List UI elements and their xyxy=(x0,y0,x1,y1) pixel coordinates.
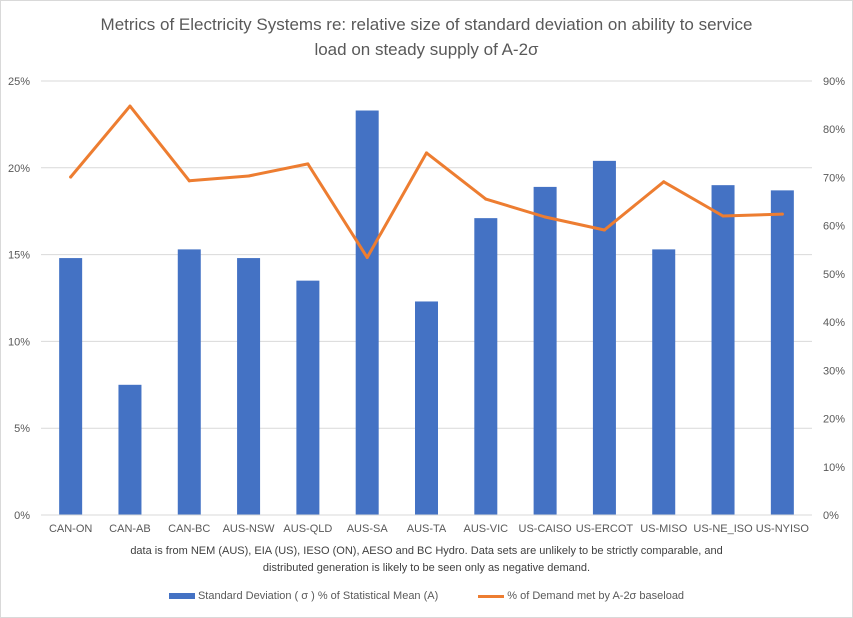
left-tick-label: 15% xyxy=(8,250,30,262)
bar-us-caiso[interactable] xyxy=(533,186,557,515)
line-point-aus-ta[interactable] xyxy=(425,151,428,155)
line-point-aus-sa[interactable] xyxy=(365,255,369,259)
bar-aus-vic[interactable] xyxy=(474,218,498,516)
category-label: US-MISO xyxy=(640,523,688,535)
category-label: US-ERCOT xyxy=(576,523,634,535)
demand-met-line[interactable] xyxy=(69,104,784,259)
line-point-aus-vic[interactable] xyxy=(484,197,488,201)
left-axis-ticks: 0% 5% 10% 15% 20% 25% xyxy=(8,76,30,522)
line-series xyxy=(69,104,784,259)
category-label: AUS-VIC xyxy=(463,523,508,535)
category-label: US-NYISO xyxy=(756,523,810,535)
category-labels: CAN-ON CAN-AB CAN-BC AUS-NSW AUS-QLD AUS-SA AU… xyxy=(49,523,809,535)
footnote-line-1: data is from NEM (AUS), EIA (US), IESO (… xyxy=(130,545,723,557)
category-label: AUS-TA xyxy=(407,523,447,535)
legend-swatch-bar xyxy=(168,593,195,599)
chart-footnote: data is from NEM (AUS), EIA (US), IESO (… xyxy=(0,543,853,577)
bar-series xyxy=(59,110,794,516)
gridlines xyxy=(41,80,812,429)
bar-aus-nsw[interactable] xyxy=(237,258,261,515)
category-label: US-CAISO xyxy=(519,523,573,535)
right-tick-label: 50% xyxy=(823,269,845,281)
bar-can-on[interactable] xyxy=(59,258,83,515)
line-point-aus-qld[interactable] xyxy=(306,162,310,166)
bar-aus-sa[interactable] xyxy=(355,110,379,516)
legend-item-demand-met[interactable]: % of Demand met by A-2σ baseload xyxy=(478,590,684,602)
chart-legend: Standard Deviation ( σ ) % of Statistica… xyxy=(0,590,853,602)
right-tick-label: 80% xyxy=(823,124,845,136)
bar-us-ne-iso[interactable] xyxy=(711,185,735,515)
chart-title-line-2: load on steady supply of A-2σ xyxy=(314,40,539,59)
bar-can-bc[interactable] xyxy=(177,249,201,515)
left-tick-label: 20% xyxy=(8,163,30,175)
line-point-us-ne-iso[interactable] xyxy=(721,214,725,218)
line-point-us-caiso[interactable] xyxy=(543,215,547,219)
right-tick-label: 40% xyxy=(823,317,845,329)
line-point-can-on[interactable] xyxy=(69,175,73,179)
right-tick-label: 60% xyxy=(823,221,845,233)
category-label: AUS-SA xyxy=(347,523,389,535)
category-label: CAN-AB xyxy=(109,523,151,535)
bar-aus-ta[interactable] xyxy=(415,301,438,515)
line-point-us-ercot[interactable] xyxy=(602,228,606,232)
bar-us-ercot[interactable] xyxy=(592,160,616,515)
bar-aus-qld[interactable] xyxy=(296,280,320,515)
legend-item-std-dev[interactable]: Standard Deviation ( σ ) % of Statistica… xyxy=(168,590,439,602)
left-tick-label: 10% xyxy=(8,336,30,348)
footnote-line-2: distributed generation is likely to be s… xyxy=(262,562,591,574)
line-point-aus-nsw[interactable] xyxy=(247,174,251,178)
category-label: CAN-BC xyxy=(168,523,210,535)
line-point-can-ab[interactable] xyxy=(128,104,132,108)
legend-label-std-dev: Standard Deviation ( σ ) % of Statistica… xyxy=(197,590,439,602)
category-label: US-NE_ISO xyxy=(693,523,753,535)
line-point-us-nyiso[interactable] xyxy=(780,212,784,216)
right-tick-label: 30% xyxy=(823,365,845,377)
bar-us-miso[interactable] xyxy=(652,249,676,515)
right-tick-label: 90% xyxy=(823,76,845,88)
chart-title-line-1: Metrics of Electricity Systems re: relat… xyxy=(100,15,753,34)
line-point-us-miso[interactable] xyxy=(662,180,666,184)
left-tick-label: 25% xyxy=(8,76,30,88)
right-tick-label: 0% xyxy=(823,510,839,522)
chart-title: Metrics of Electricity Systems re: relat… xyxy=(0,12,853,62)
bar-us-nyiso[interactable] xyxy=(770,190,794,516)
right-tick-label: 70% xyxy=(823,172,845,184)
category-label: AUS-NSW xyxy=(223,523,276,535)
category-label: AUS-QLD xyxy=(283,523,332,535)
left-tick-label: 0% xyxy=(14,510,30,522)
line-point-can-bc[interactable] xyxy=(187,179,191,183)
left-tick-label: 5% xyxy=(14,423,30,435)
right-tick-label: 10% xyxy=(823,462,845,474)
legend-label-demand-met: % of Demand met by A-2σ baseload xyxy=(507,590,685,602)
right-axis-ticks: 0% 10% 20% 30% 40% 50% 60% 70% 80% 90% xyxy=(823,76,845,522)
bar-can-ab[interactable] xyxy=(118,384,142,515)
right-tick-label: 20% xyxy=(823,414,845,426)
category-label: CAN-ON xyxy=(49,523,92,535)
legend-swatch-line xyxy=(478,594,505,598)
